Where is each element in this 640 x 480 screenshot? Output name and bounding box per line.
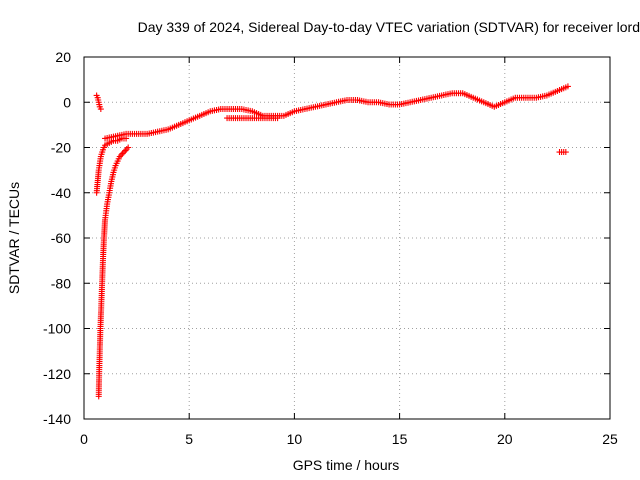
data-point	[119, 150, 126, 157]
y-tick-label: 20	[55, 49, 71, 65]
y-tick-label: -140	[43, 411, 71, 427]
data-point	[122, 147, 129, 154]
data-point	[564, 83, 571, 90]
axes: 0 5 10 15 20 25 20 0 -20 -40 -60 -80 -100 -120 -140	[43, 49, 618, 447]
chart-title: Day 339 of 2024, Sidereal Day-to-day VTE…	[138, 19, 640, 35]
data-point	[562, 149, 569, 156]
y-tick-label: -120	[43, 366, 71, 382]
grid	[84, 57, 610, 419]
x-tick-label: 15	[392, 431, 408, 447]
plot-frame	[83, 56, 611, 420]
data-points	[93, 83, 571, 400]
y-tick-label: -20	[51, 140, 71, 156]
data-point	[97, 106, 104, 113]
y-axis-label: SDTVAR / TECUs	[6, 182, 22, 294]
data-point	[123, 146, 130, 153]
x-tick-label: 25	[602, 431, 618, 447]
y-tick-label: 0	[63, 94, 71, 110]
x-tick-label: 0	[80, 431, 88, 447]
x-tick-label: 10	[287, 431, 303, 447]
y-tick-label: -100	[43, 321, 71, 337]
y-tick-label: -40	[51, 185, 71, 201]
x-tick-label: 20	[497, 431, 513, 447]
y-tick-label: -80	[51, 275, 71, 291]
data-point	[274, 115, 281, 122]
x-tick-label: 5	[185, 431, 193, 447]
x-axis-label: GPS time / hours	[293, 457, 400, 473]
y-tick-label: -60	[51, 230, 71, 246]
data-point	[125, 144, 132, 151]
data-point	[120, 149, 127, 156]
data-point	[123, 135, 130, 142]
